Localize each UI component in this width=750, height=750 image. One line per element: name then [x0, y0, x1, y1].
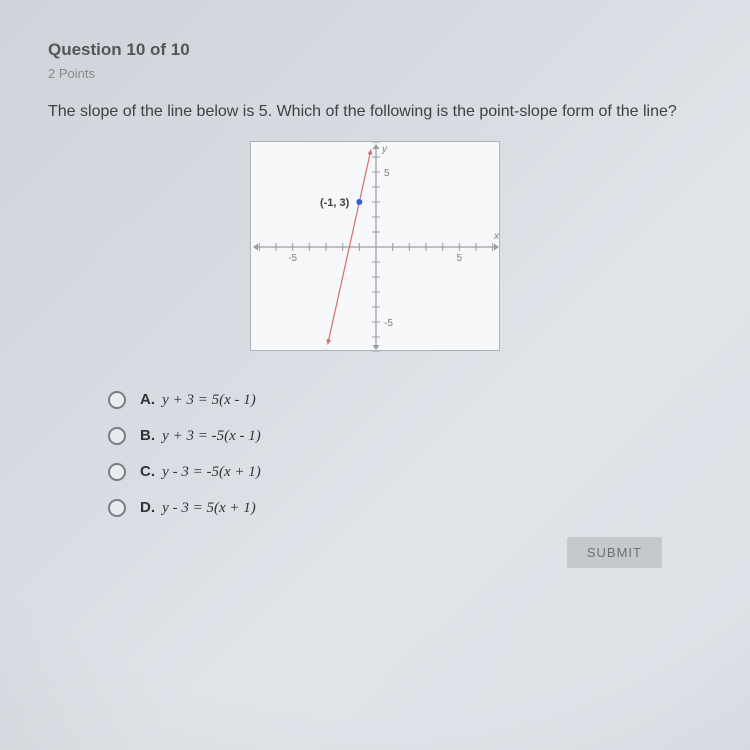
svg-text:x: x	[493, 231, 500, 242]
option-a[interactable]: A. y + 3 = 5(x - 1)	[108, 391, 702, 409]
question-text: The slope of the line below is 5. Which …	[48, 101, 688, 123]
coordinate-graph: -5 5 5 -5 x y (-1, 3)	[251, 142, 501, 352]
svg-text:-5: -5	[288, 253, 297, 264]
svg-text:(-1, 3): (-1, 3)	[320, 197, 350, 209]
option-text: D. y - 3 = 5(x + 1)	[140, 499, 256, 517]
graph-box: -5 5 5 -5 x y (-1, 3)	[250, 141, 500, 351]
radio-icon[interactable]	[108, 499, 126, 517]
graph-container: -5 5 5 -5 x y (-1, 3)	[48, 141, 702, 351]
svg-text:5: 5	[457, 253, 463, 264]
option-text: B. y + 3 = -5(x - 1)	[140, 427, 261, 445]
svg-text:5: 5	[384, 168, 390, 179]
radio-icon[interactable]	[108, 427, 126, 445]
option-b[interactable]: B. y + 3 = -5(x - 1)	[108, 427, 702, 445]
radio-icon[interactable]	[108, 391, 126, 409]
radio-icon[interactable]	[108, 463, 126, 481]
answer-options: A. y + 3 = 5(x - 1) B. y + 3 = -5(x - 1) C…	[108, 391, 702, 517]
submit-button[interactable]: SUBMIT	[567, 537, 662, 568]
option-text: C. y - 3 = -5(x + 1)	[140, 463, 261, 481]
svg-text:y: y	[381, 144, 388, 155]
submit-container: SUBMIT	[48, 537, 702, 568]
question-points: 2 Points	[48, 66, 702, 81]
question-screen: Question 10 of 10 2 Points The slope of …	[0, 0, 750, 568]
question-header: Question 10 of 10	[48, 40, 702, 60]
option-text: A. y + 3 = 5(x - 1)	[140, 391, 256, 409]
option-c[interactable]: C. y - 3 = -5(x + 1)	[108, 463, 702, 481]
svg-text:-5: -5	[384, 318, 393, 329]
option-d[interactable]: D. y - 3 = 5(x + 1)	[108, 499, 702, 517]
